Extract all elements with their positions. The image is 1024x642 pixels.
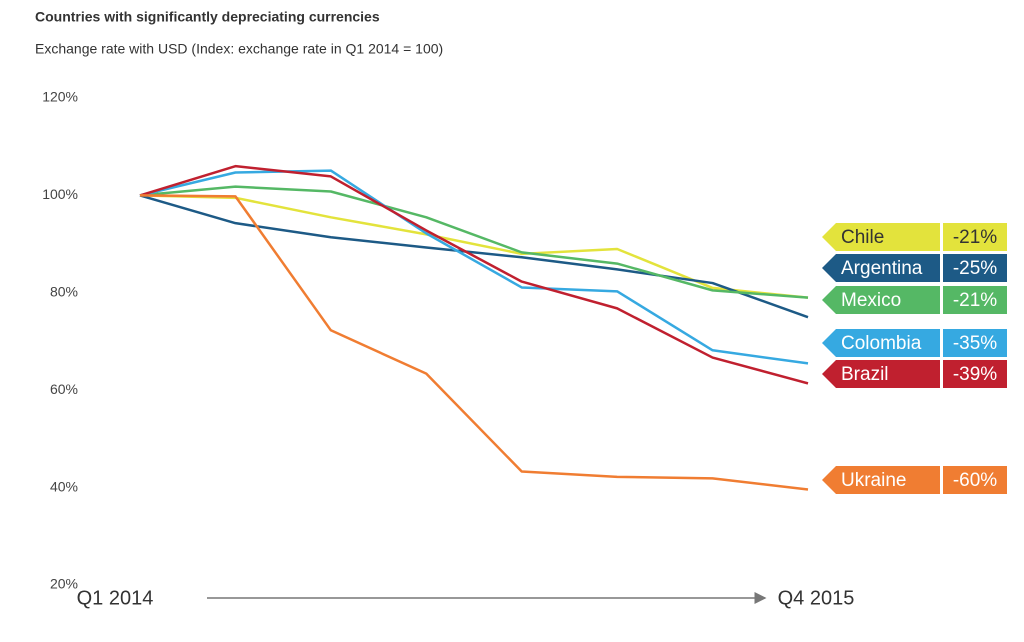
change-label: -21% [953,290,997,311]
y-tick-label: 120% [42,89,78,105]
change-label: -25% [953,258,997,279]
change-box [943,286,1007,314]
series-line [139,169,809,365]
chart-subtitle: Exchange rate with USD (Index: exchange … [35,41,443,57]
series-line [139,194,809,319]
change-label: -35% [953,333,997,354]
chart-title: Countries with significantly depreciatin… [35,9,380,25]
legend-tag [822,360,940,388]
legend-label: Mexico [841,290,901,311]
legend-tag [822,329,940,357]
x-tick-label: Q1 2014 [77,587,154,609]
legend-label: Argentina [841,258,923,279]
change-box [943,329,1007,357]
legend-tag [822,286,940,314]
series-line [139,164,809,385]
legend-tag [822,466,940,494]
y-tick-label: 60% [50,381,78,397]
change-box [943,254,1007,282]
y-tick-label: 100% [42,186,78,202]
change-box [943,223,1007,251]
y-tick-label: 80% [50,284,78,300]
y-tick-label: 40% [50,478,78,494]
legend-tag [822,254,940,282]
legend-label: Chile [841,227,884,248]
y-tick-label: 20% [50,576,78,592]
x-tick-label: Q4 2015 [778,587,855,609]
change-box [943,466,1007,494]
change-box [943,360,1007,388]
legend-tag [822,223,940,251]
change-label: -39% [953,364,997,385]
change-label: -60% [953,470,997,491]
series-line [139,185,809,299]
series-line [139,194,809,491]
legend-label: Ukraine [841,470,906,491]
legend-label: Brazil [841,364,889,385]
change-label: -21% [953,227,997,248]
legend-label: Colombia [841,333,922,354]
